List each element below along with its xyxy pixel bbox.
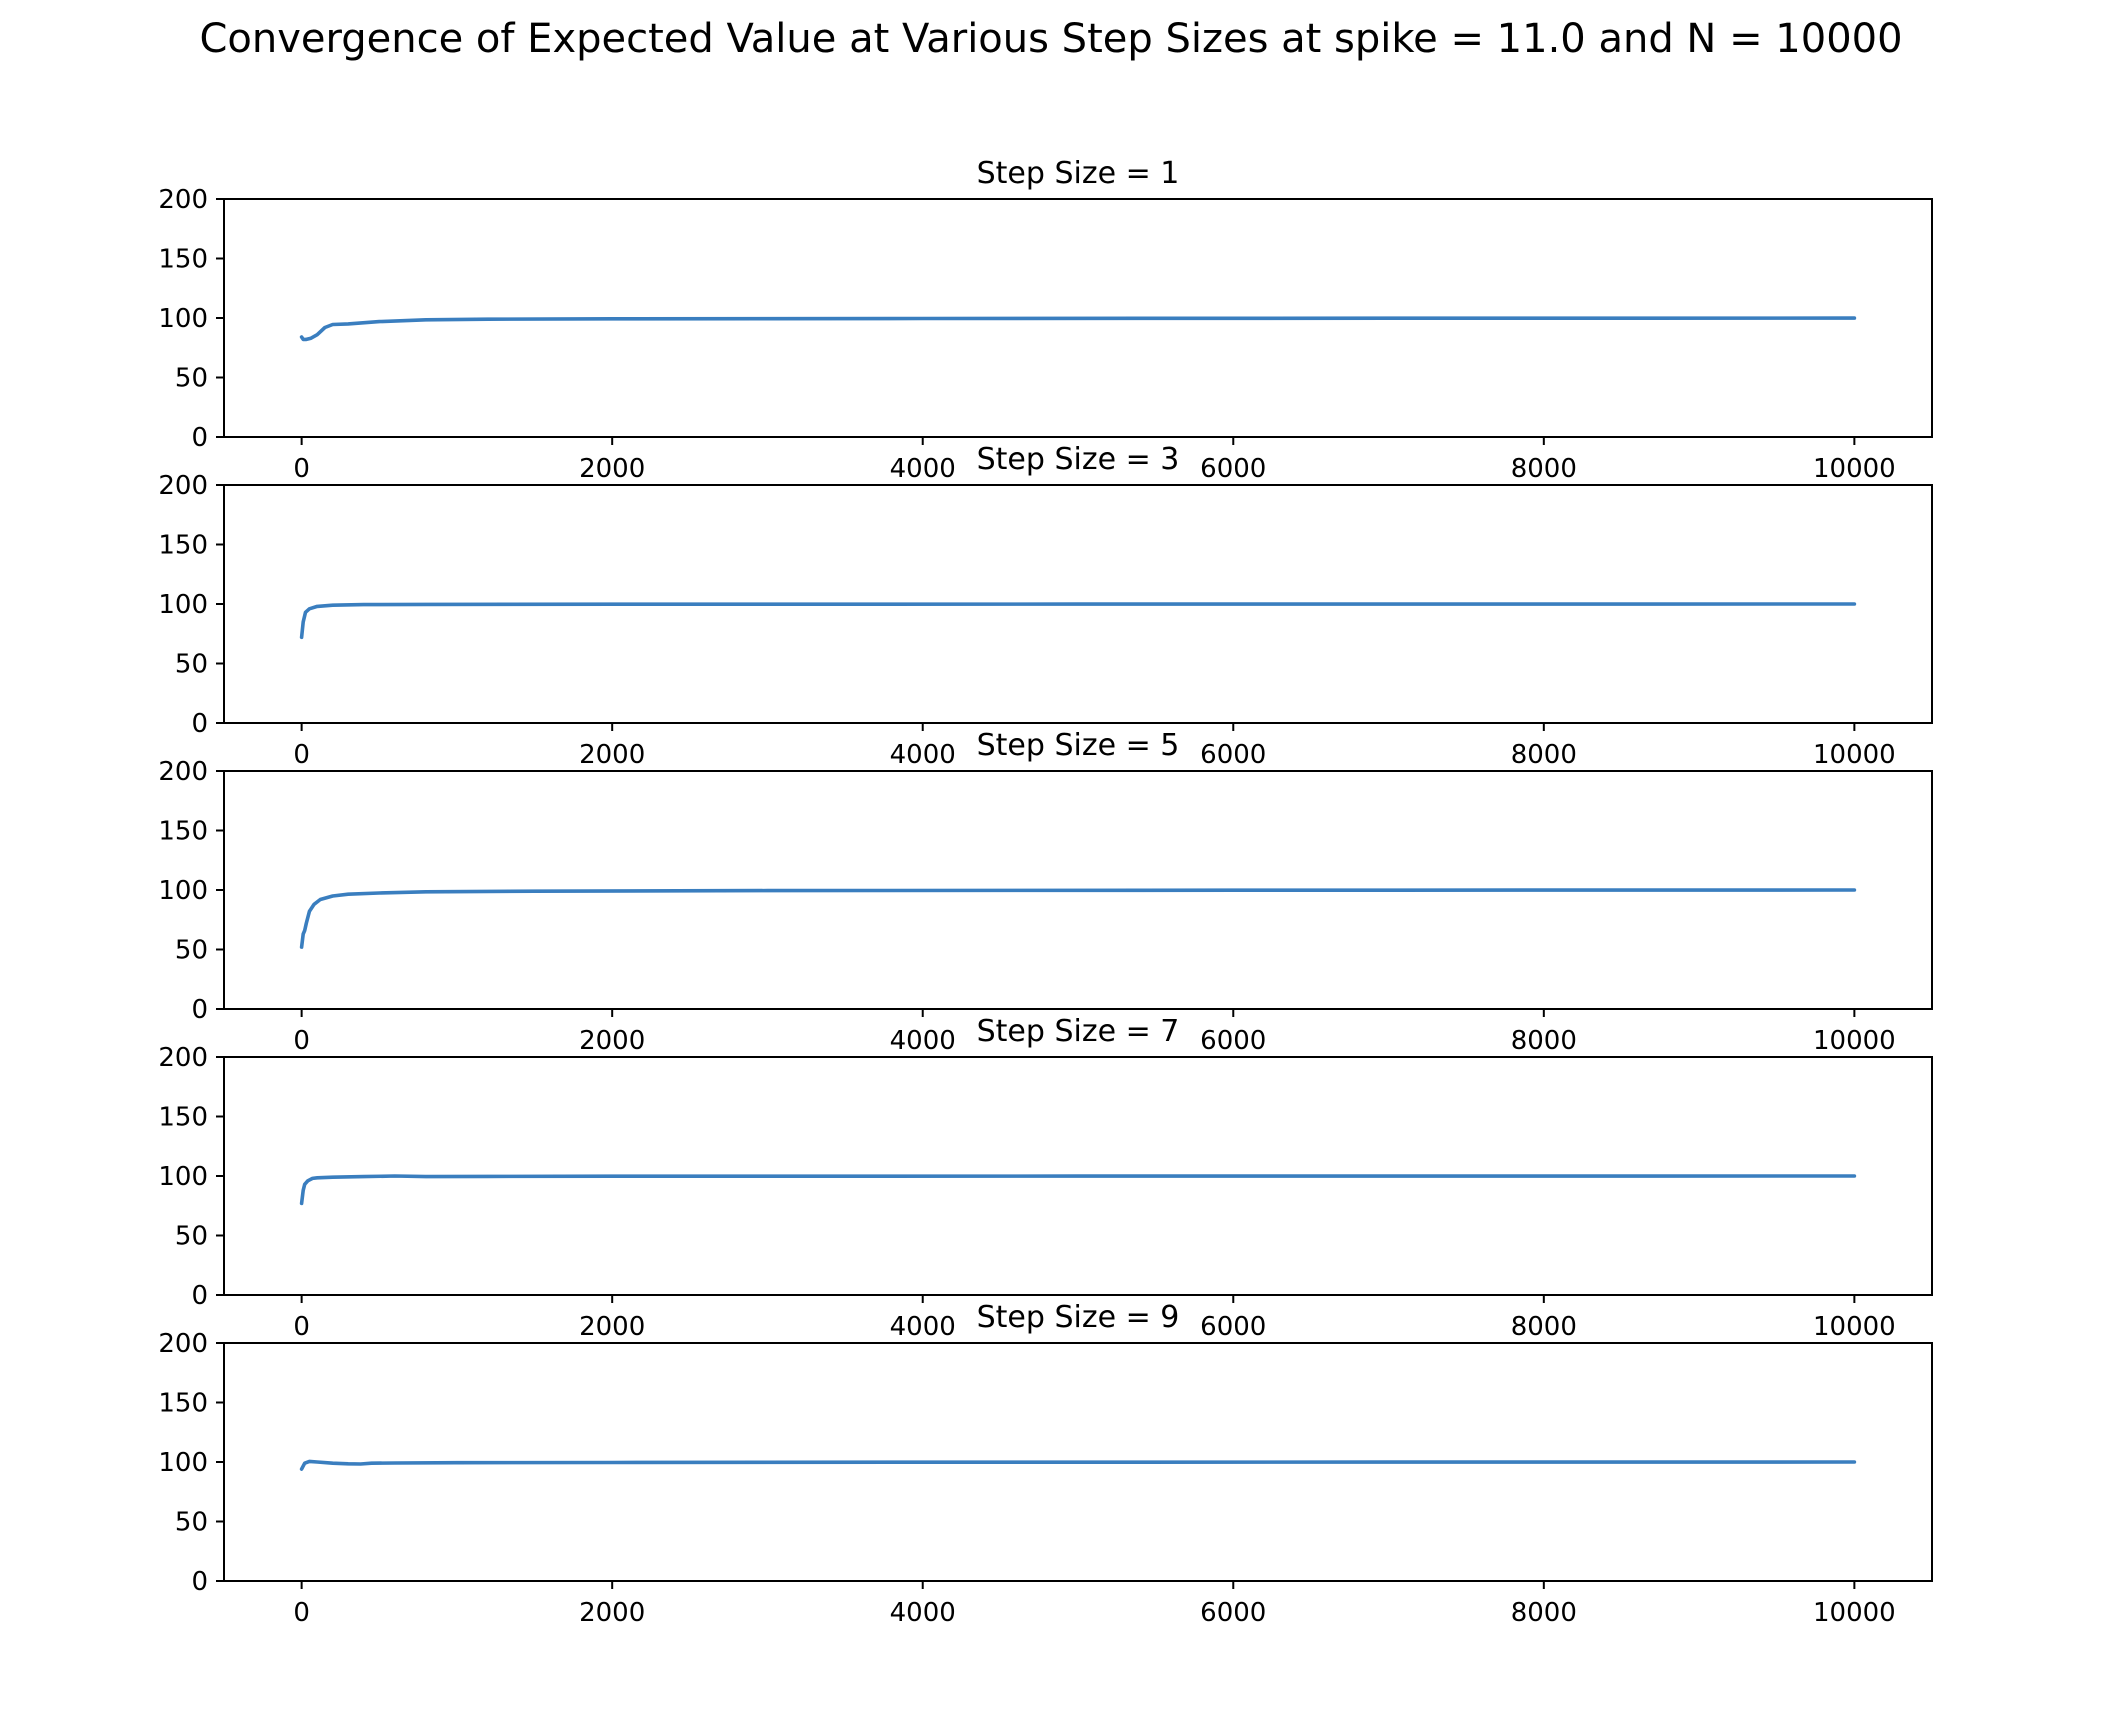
y-tick-label: 200 bbox=[158, 1043, 208, 1073]
x-tick-label: 2000 bbox=[579, 1312, 645, 1342]
x-tick-label: 8000 bbox=[1511, 740, 1577, 770]
y-tick-label: 0 bbox=[191, 423, 208, 453]
y-tick-label: 50 bbox=[175, 936, 208, 966]
x-tick-label: 4000 bbox=[890, 454, 956, 484]
series-line-1 bbox=[299, 888, 1857, 949]
y-tick-label: 200 bbox=[158, 185, 208, 215]
x-tick-label: 6000 bbox=[1200, 740, 1266, 770]
series-line-1 bbox=[299, 316, 1857, 342]
x-tick-label: 0 bbox=[293, 1598, 310, 1628]
y-tick-label: 200 bbox=[158, 757, 208, 787]
y-tick-label: 200 bbox=[158, 1329, 208, 1359]
subplot-title: Step Size = 7 bbox=[977, 1014, 1180, 1049]
y-tick-label: 150 bbox=[158, 245, 208, 275]
x-tick-label: 6000 bbox=[1200, 454, 1266, 484]
y-tick-label: 100 bbox=[158, 1448, 208, 1478]
x-tick-label: 4000 bbox=[890, 1026, 956, 1056]
y-tick-label: 200 bbox=[158, 471, 208, 501]
x-tick-label: 0 bbox=[293, 740, 310, 770]
y-tick-label: 100 bbox=[158, 876, 208, 906]
y-tick-label: 150 bbox=[158, 531, 208, 561]
subplot-title: Step Size = 5 bbox=[977, 728, 1180, 763]
y-tick-label: 150 bbox=[158, 1103, 208, 1133]
x-tick-label: 10000 bbox=[1813, 740, 1896, 770]
x-tick-label: 6000 bbox=[1200, 1026, 1266, 1056]
y-tick-label: 100 bbox=[158, 1162, 208, 1192]
x-tick-label: 0 bbox=[293, 1312, 310, 1342]
x-tick-label: 6000 bbox=[1200, 1598, 1266, 1628]
y-tick-label: 100 bbox=[158, 590, 208, 620]
x-tick-label: 8000 bbox=[1511, 1312, 1577, 1342]
subplot-title: Step Size = 3 bbox=[977, 442, 1180, 477]
x-tick-label: 4000 bbox=[890, 1598, 956, 1628]
y-tick-label: 50 bbox=[175, 1508, 208, 1538]
y-tick-label: 0 bbox=[191, 1567, 208, 1597]
x-tick-label: 2000 bbox=[579, 454, 645, 484]
y-tick-label: 50 bbox=[175, 650, 208, 680]
y-tick-label: 0 bbox=[191, 709, 208, 739]
x-tick-label: 4000 bbox=[890, 1312, 956, 1342]
series-line-1 bbox=[299, 1459, 1857, 1471]
x-tick-label: 10000 bbox=[1813, 1312, 1896, 1342]
y-tick-label: 0 bbox=[191, 1281, 208, 1311]
x-tick-label: 6000 bbox=[1200, 1312, 1266, 1342]
series-line-1 bbox=[299, 1174, 1857, 1206]
x-tick-label: 2000 bbox=[579, 1598, 645, 1628]
y-tick-label: 150 bbox=[158, 817, 208, 847]
figure-title: Convergence of Expected Value at Various… bbox=[199, 16, 1902, 62]
y-tick-label: 50 bbox=[175, 364, 208, 394]
x-tick-label: 8000 bbox=[1511, 1026, 1577, 1056]
x-tick-label: 2000 bbox=[579, 740, 645, 770]
x-tick-label: 4000 bbox=[890, 740, 956, 770]
x-tick-label: 2000 bbox=[579, 1026, 645, 1056]
y-tick-label: 0 bbox=[191, 995, 208, 1025]
y-tick-label: 150 bbox=[158, 1389, 208, 1419]
series-line-1 bbox=[299, 602, 1857, 640]
y-tick-label: 100 bbox=[158, 304, 208, 334]
y-tick-label: 50 bbox=[175, 1222, 208, 1252]
x-tick-label: 10000 bbox=[1813, 1598, 1896, 1628]
subplot-title: Step Size = 1 bbox=[977, 156, 1180, 191]
x-tick-label: 8000 bbox=[1511, 454, 1577, 484]
x-tick-label: 0 bbox=[293, 1026, 310, 1056]
x-tick-label: 10000 bbox=[1813, 454, 1896, 484]
subplot-title: Step Size = 9 bbox=[977, 1300, 1180, 1335]
x-tick-label: 0 bbox=[293, 454, 310, 484]
x-tick-label: 8000 bbox=[1511, 1598, 1577, 1628]
x-tick-label: 10000 bbox=[1813, 1026, 1896, 1056]
